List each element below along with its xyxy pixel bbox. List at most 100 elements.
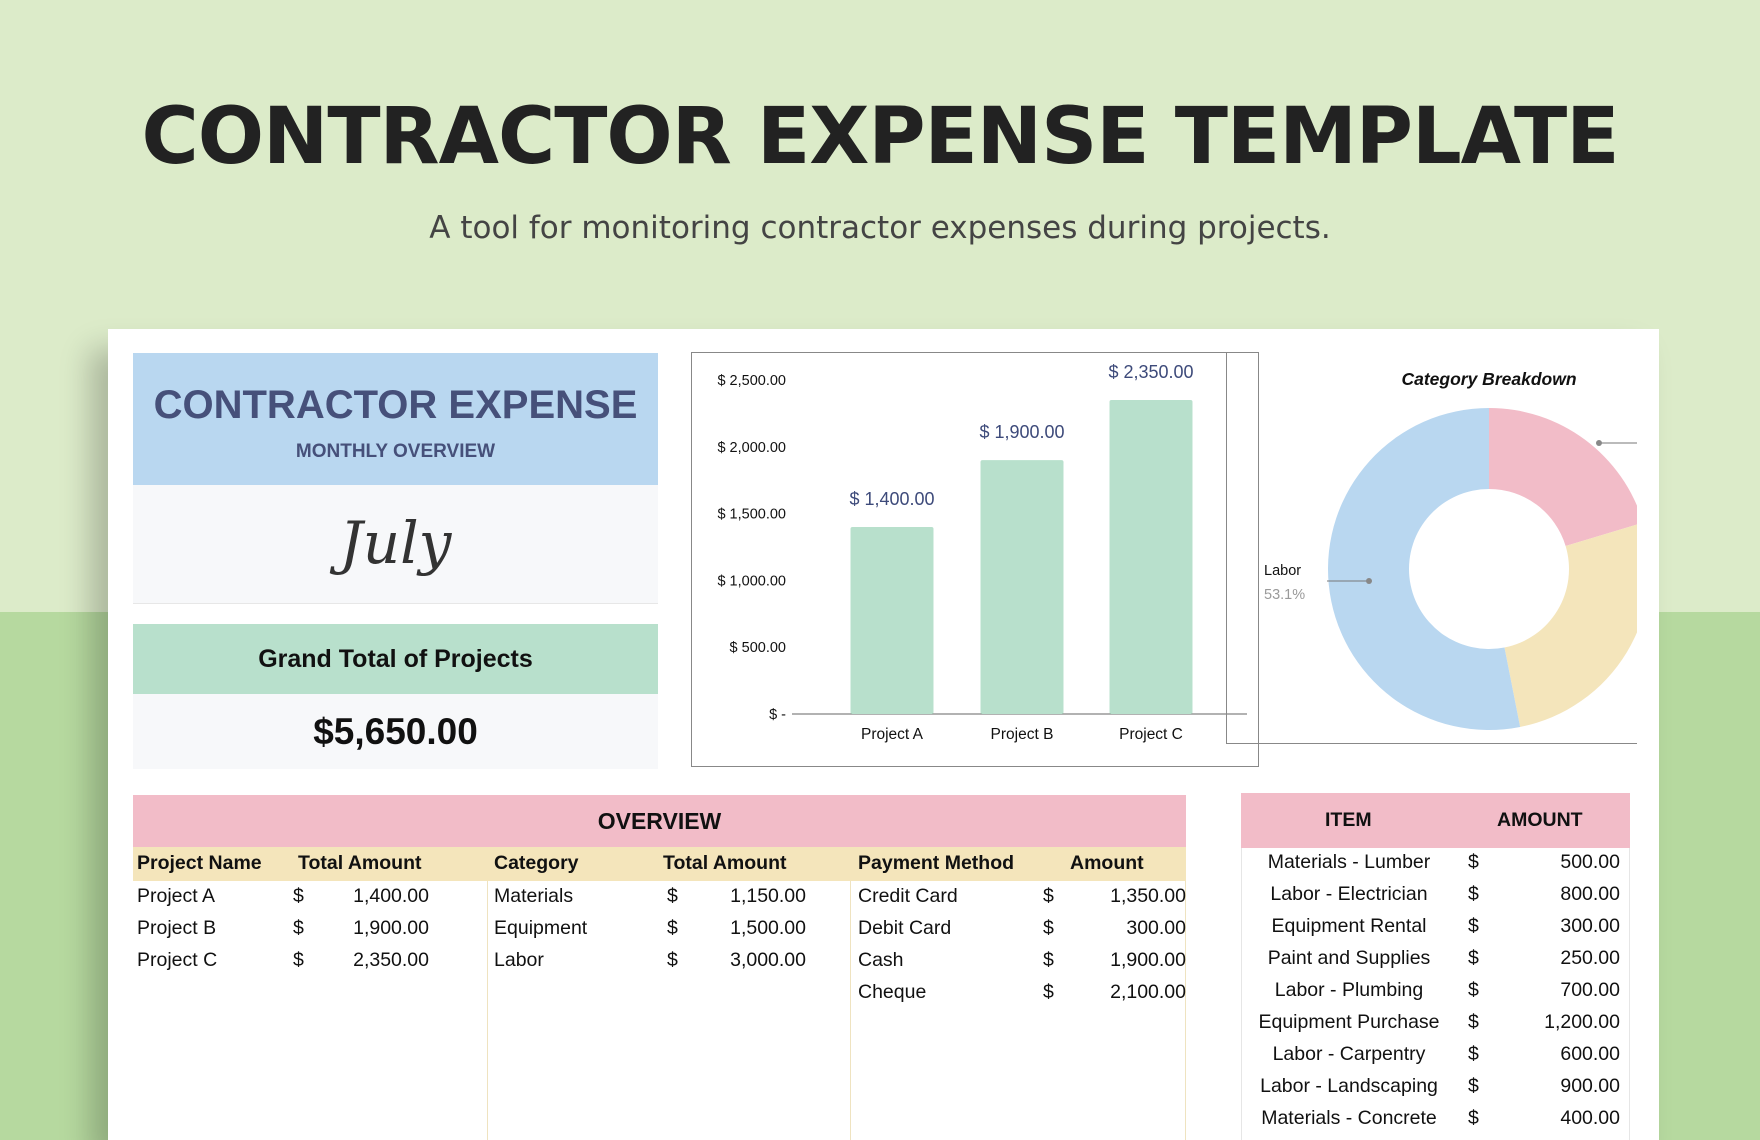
items-header-amount: AMOUNT — [1497, 809, 1583, 831]
page-title: CONTRACTOR EXPENSE TEMPLATE — [141, 92, 1620, 182]
items-header-item: ITEM — [1325, 809, 1372, 831]
currency-symbol: $ — [1468, 1075, 1479, 1097]
donut-slice[interactable] — [1489, 408, 1637, 546]
item-amount[interactable]: 300.00 — [1560, 915, 1620, 937]
x-tick-label: Project C — [1119, 726, 1183, 743]
currency-symbol: $ — [1468, 1043, 1479, 1065]
currency-symbol: $ — [667, 917, 678, 939]
column-divider — [487, 881, 488, 1140]
currency-symbol: $ — [293, 949, 304, 971]
donut-label-labor: Labor — [1264, 563, 1301, 579]
y-tick-label: $ 500.00 — [730, 640, 786, 656]
overview-row-name[interactable]: Cash — [858, 949, 904, 971]
overview-row-name[interactable]: Debit Card — [858, 917, 952, 939]
item-amount[interactable]: 400.00 — [1560, 1107, 1620, 1129]
item-name[interactable]: Labor - Landscaping — [1260, 1075, 1438, 1097]
items-table: ITEM AMOUNT Materials - Lumber $500.00 Lab… — [1241, 793, 1630, 1140]
summary-title: CONTRACTOR EXPENSE — [153, 383, 638, 427]
currency-symbol: $ — [1468, 883, 1479, 905]
item-name[interactable]: Materials - Concrete — [1261, 1107, 1437, 1129]
currency-symbol: $ — [1468, 979, 1479, 1001]
summary-subtitle: MONTHLY OVERVIEW — [295, 441, 496, 462]
overview-row-name[interactable]: Project C — [137, 949, 218, 971]
overview-col-header: Amount — [1070, 852, 1144, 874]
item-amount[interactable]: 600.00 — [1560, 1043, 1620, 1065]
spreadsheet-card: CONTRACTOR EXPENSE MONTHLY OVERVIEW July… — [108, 329, 1659, 1140]
currency-symbol: $ — [1043, 949, 1054, 971]
currency-symbol: $ — [1468, 1011, 1479, 1033]
donut-slice[interactable] — [1504, 523, 1637, 727]
overview-row-amount[interactable]: 2,350.00 — [353, 949, 429, 971]
items-left-border — [1241, 848, 1242, 1140]
overview-row-amount[interactable]: 2,100.00 — [1110, 981, 1186, 1003]
items-right-border — [1629, 848, 1630, 1140]
y-tick-label: $ 1,500.00 — [717, 507, 786, 523]
overview-row-amount[interactable]: 1,150.00 — [730, 885, 806, 907]
y-tick-label: $ 1,000.00 — [717, 573, 786, 589]
overview-row-amount[interactable]: 300.00 — [1126, 917, 1186, 939]
overview-row-name[interactable]: Project B — [137, 917, 217, 939]
currency-symbol: $ — [1043, 981, 1054, 1003]
donut-chart-svg: Category Breakdown Labor 53.1% — [1264, 369, 1637, 730]
currency-symbol: $ — [1468, 915, 1479, 937]
item-name[interactable]: Labor - Plumbing — [1274, 979, 1424, 1001]
item-amount[interactable]: 900.00 — [1560, 1075, 1620, 1097]
bar[interactable] — [980, 460, 1064, 714]
item-name[interactable]: Labor - Electrician — [1270, 883, 1428, 905]
item-amount[interactable]: 1,200.00 — [1544, 1011, 1620, 1033]
overview-col-header: Total Amount — [298, 852, 422, 874]
currency-symbol: $ — [1043, 917, 1054, 939]
y-tick-label: $ 2,000.00 — [717, 440, 786, 456]
donut-slice[interactable] — [1327, 408, 1521, 730]
overview-col-header: Category — [494, 852, 579, 874]
overview-row-name[interactable]: Equipment — [494, 917, 588, 939]
bar[interactable] — [850, 526, 934, 714]
overview-row-amount[interactable]: 3,000.00 — [730, 949, 806, 971]
currency-symbol: $ — [1468, 947, 1479, 969]
column-divider — [850, 881, 851, 1140]
overview-row-name[interactable]: Materials — [494, 885, 574, 907]
donut-chart[interactable]: Category Breakdown Labor 53.1% — [1226, 352, 1637, 744]
item-name[interactable]: Equipment Rental — [1271, 915, 1427, 937]
overview-row-name[interactable]: Credit Card — [858, 885, 958, 907]
currency-symbol: $ — [1468, 851, 1479, 873]
item-name[interactable]: Labor - Carpentry — [1272, 1043, 1426, 1065]
x-tick-label: Project A — [861, 726, 924, 743]
overview-row-amount[interactable]: 1,400.00 — [353, 885, 429, 907]
overview-row-name[interactable]: Project A — [137, 885, 216, 907]
currency-symbol: $ — [1468, 1107, 1479, 1129]
currency-symbol: $ — [667, 949, 678, 971]
grand-total-value: $5,650.00 — [133, 694, 658, 769]
item-amount[interactable]: 500.00 — [1560, 851, 1620, 873]
bar[interactable] — [1109, 400, 1193, 714]
item-name[interactable]: Equipment Purchase — [1258, 1011, 1440, 1033]
overview-row-name[interactable]: Cheque — [858, 981, 927, 1003]
overview-heading: OVERVIEW — [133, 795, 1186, 847]
materials-leader-dot — [1596, 440, 1602, 446]
overview-row-amount[interactable]: 1,900.00 — [353, 917, 429, 939]
items-header-row: ITEM AMOUNT — [1241, 793, 1630, 848]
bar-data-label: $ 1,900.00 — [979, 422, 1064, 442]
bar-data-label: $ 1,400.00 — [849, 489, 934, 509]
currency-symbol: $ — [293, 885, 304, 907]
labor-leader-dot — [1366, 578, 1372, 584]
currency-symbol: $ — [293, 917, 304, 939]
month-cell[interactable]: July — [133, 485, 658, 604]
item-name[interactable]: Paint and Supplies — [1267, 947, 1431, 969]
item-amount[interactable]: 250.00 — [1560, 947, 1620, 969]
bar-chart[interactable]: $ - $ 500.00 $ 1,000.00 $ 1,500.00 $ 2,000.0… — [691, 352, 1259, 767]
item-amount[interactable]: 700.00 — [1560, 979, 1620, 1001]
bar-data-label: $ 2,350.00 — [1108, 362, 1193, 382]
y-tick-label: $ 2,500.00 — [717, 373, 786, 389]
currency-symbol: $ — [667, 885, 678, 907]
bar-chart-svg: $ - $ 500.00 $ 1,000.00 $ 1,500.00 $ 2,000.0… — [717, 362, 1247, 743]
item-name[interactable]: Materials - Lumber — [1267, 851, 1431, 873]
item-amount[interactable]: 800.00 — [1560, 883, 1620, 905]
overview-col-header: Payment Method — [858, 852, 1015, 874]
overview-row-name[interactable]: Labor — [494, 949, 544, 971]
overview-table: OVERVIEW Project Name Total Amount Categor… — [133, 795, 1186, 1140]
overview-row-amount[interactable]: 1,900.00 — [1110, 949, 1186, 971]
month-value: July — [339, 509, 452, 577]
overview-row-amount[interactable]: 1,500.00 — [730, 917, 806, 939]
overview-row-amount[interactable]: 1,350.00 — [1110, 885, 1186, 907]
